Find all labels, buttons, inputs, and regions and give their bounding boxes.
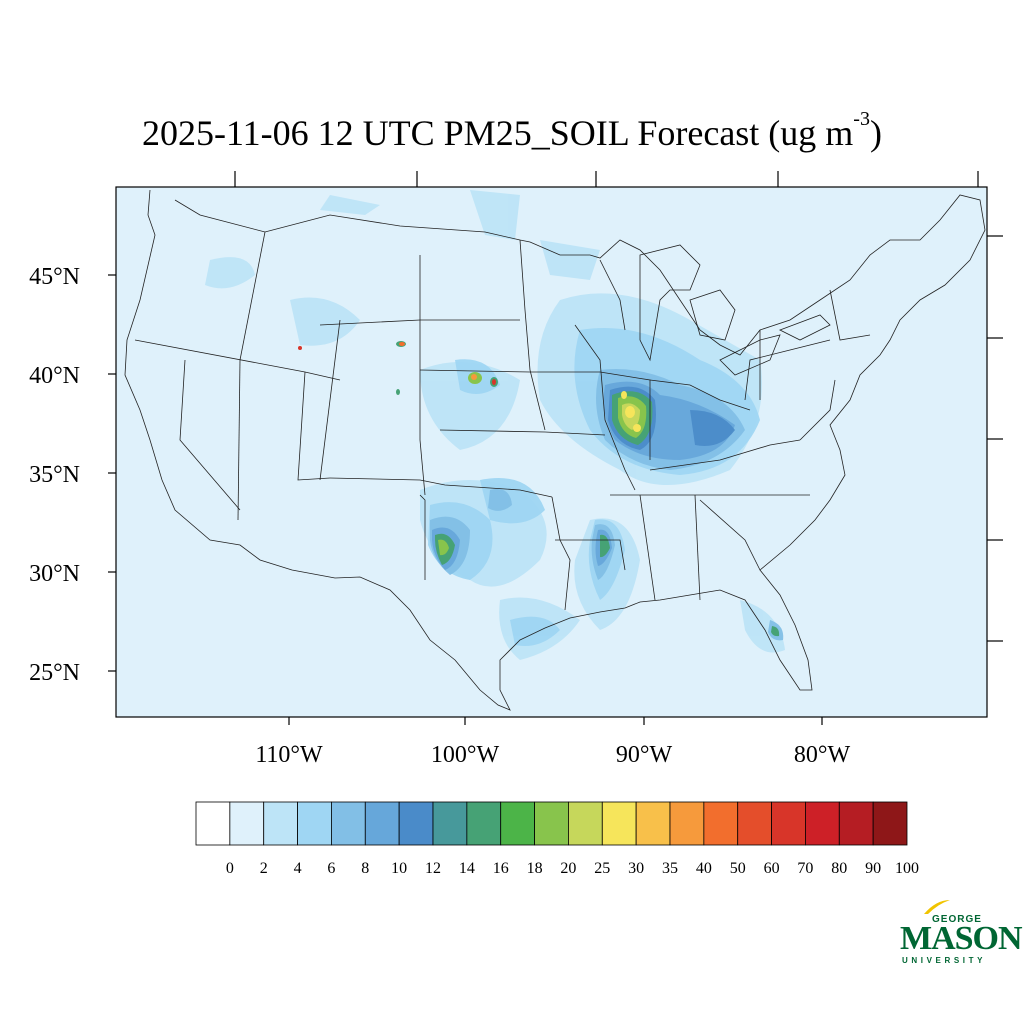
- colorbar-swatch: [669, 801, 705, 846]
- colorbar-label: 90: [865, 860, 881, 877]
- colorbar-label: 10: [391, 860, 407, 877]
- logo-swoosh-icon: [924, 900, 950, 914]
- colorbar-swatch: [229, 801, 265, 846]
- colorbar-label: 35: [662, 860, 678, 877]
- colorbar-swatch: [838, 801, 874, 846]
- colorbar-swatch: [263, 801, 298, 846]
- university-logo: GEORGE MASON UNIVERSITY: [896, 898, 1023, 968]
- lon-label: 110°W: [255, 742, 323, 768]
- lat-label: 40°N: [29, 363, 80, 389]
- lon-label: 80°W: [794, 742, 851, 768]
- boundaries: [124, 189, 986, 711]
- colorbar-label: 0: [226, 860, 234, 877]
- lon-label: 90°W: [616, 742, 673, 768]
- lat-label: 35°N: [29, 462, 80, 488]
- colorbar-label: 40: [696, 860, 712, 877]
- colorbar-swatch: [805, 801, 840, 846]
- colorbar-label: 4: [294, 860, 302, 877]
- lat-label: 30°N: [29, 561, 80, 587]
- colorbar-swatch: [297, 801, 332, 846]
- colorbar-label: 16: [493, 860, 509, 877]
- hotspots: [298, 341, 498, 395]
- colorbar-label: 30: [628, 860, 644, 877]
- colorbar-label: 100: [895, 860, 919, 877]
- colorbar: 0 2 4 6 8 10 12 14 16 18 20 25 30 35 40 50 60 70 80 90 100: [195, 801, 919, 877]
- colorbar-swatch: [364, 801, 400, 846]
- lat-label: 25°N: [29, 660, 80, 686]
- colorbar-label: 50: [730, 860, 746, 877]
- colorbar-label: 80: [831, 860, 847, 877]
- colorbar-swatch: [872, 801, 908, 846]
- colorbar-swatch: [568, 801, 603, 846]
- map-title: 2025-11-06 12 UTC PM25_SOIL Forecast (ug…: [142, 108, 882, 153]
- colorbar-swatch: [195, 801, 231, 846]
- colorbar-label: 6: [327, 860, 335, 877]
- colorbar-label: 70: [797, 860, 813, 877]
- lat-label: 45°N: [29, 264, 80, 290]
- colorbar-label: 12: [425, 860, 441, 877]
- longitude-labels: 110°W 100°W 90°W 80°W: [255, 742, 850, 768]
- colorbar-swatch: [771, 801, 806, 846]
- colorbar-swatch: [331, 801, 366, 846]
- colorbar-swatch: [500, 801, 535, 846]
- colorbar-label: 25: [594, 860, 610, 877]
- colorbar-label: 14: [459, 860, 475, 877]
- lon-label: 100°W: [431, 742, 500, 768]
- tick-marks: [108, 171, 1003, 725]
- map-frame: [115, 186, 988, 718]
- colorbar-swatch: [534, 801, 569, 846]
- colorbar-label: 2: [260, 860, 268, 877]
- logo-main-text: MASON: [900, 920, 1023, 957]
- latitude-labels: 45°N 40°N 35°N 30°N 25°N: [29, 264, 80, 686]
- logo-bottom-text: UNIVERSITY: [902, 956, 987, 965]
- colorbar-swatch: [432, 801, 468, 846]
- colorbar-swatch: [737, 801, 772, 846]
- colorbar-label: 20: [560, 860, 576, 877]
- colorbar-label: 8: [361, 860, 369, 877]
- colorbar-swatch: [703, 801, 739, 846]
- colorbar-label: 18: [527, 860, 543, 877]
- colorbar-swatch: [398, 801, 434, 846]
- logo-top-text: GEORGE: [932, 914, 982, 925]
- colorbar-swatch: [601, 801, 637, 846]
- colorbar-swatch: [635, 801, 671, 846]
- colorbar-label: 60: [764, 860, 780, 877]
- colorbar-swatch: [466, 801, 502, 846]
